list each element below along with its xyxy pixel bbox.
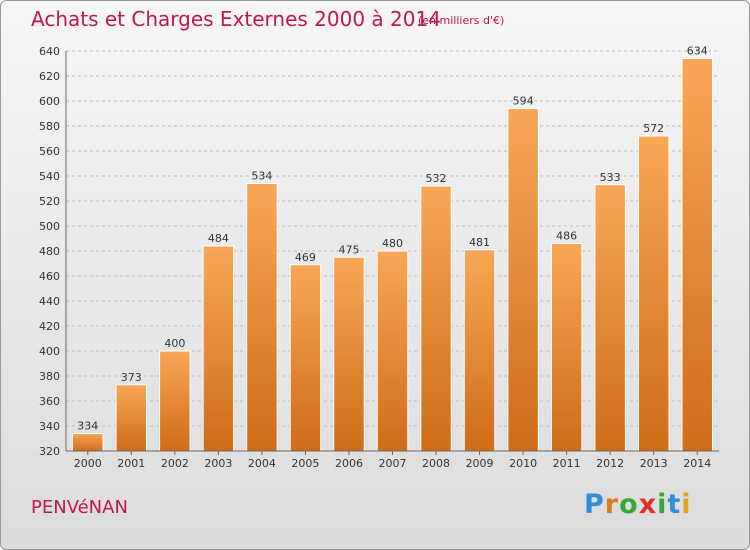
y-tick-label: 520 [39,195,60,208]
chart-title: Achats et Charges Externes 2000 à 2014 [31,7,441,31]
data-label: 475 [338,243,359,256]
chart-unit: (en milliers d'€) [418,14,505,27]
y-tick-label: 600 [39,95,60,108]
x-tick-label: 2014 [683,457,711,470]
logo-letter: i [657,489,668,520]
data-label: 373 [121,371,142,384]
x-tick-label: 2010 [509,457,537,470]
x-tick-label: 2013 [640,457,668,470]
bar [463,249,496,452]
data-label: 594 [513,95,534,108]
data-label: 484 [208,232,229,245]
data-label: 532 [426,172,447,185]
x-tick-label: 2003 [204,457,232,470]
y-tick-label: 540 [39,170,60,183]
bar [637,135,670,452]
x-tick-label: 2005 [291,457,319,470]
y-tick-label: 320 [39,445,60,458]
logo-letter: i [681,489,692,520]
x-tick-label: 2009 [466,457,494,470]
logo-letter: t [667,489,682,520]
x-tick-label: 2000 [74,457,102,470]
logo-letter: r [604,489,620,520]
y-tick-label: 620 [39,70,60,83]
x-tick-label: 2008 [422,457,450,470]
data-label: 480 [382,237,403,250]
data-label: 534 [251,170,272,183]
data-label: 469 [295,251,316,264]
data-label: 486 [556,230,577,243]
bar [507,108,539,452]
logo-letter: o [619,489,639,520]
y-tick-label: 480 [39,245,60,258]
y-tick-label: 440 [39,295,60,308]
bar [202,245,235,452]
x-tick-label: 2001 [117,457,145,470]
x-tick-label: 2011 [553,457,581,470]
logo-letter: P [584,489,605,520]
x-tick-label: 2007 [379,457,407,470]
data-label: 634 [687,45,708,58]
y-tick-label: 560 [39,145,60,158]
logo-letter: x [638,489,658,520]
data-label: 572 [643,122,664,135]
data-label: 481 [469,236,490,249]
bar [550,243,583,452]
y-tick-label: 360 [39,395,60,408]
commune-name: PENVéNAN [31,497,128,518]
x-tick-label: 2002 [161,457,189,470]
bar [159,350,191,452]
bar [246,183,278,452]
proxiti-logo: Proxiti [584,489,692,520]
y-tick-label: 380 [39,370,60,383]
bars-group: 334 373 400 484 534 469 475 480 532 481 594 486 533 5… [72,45,713,452]
bar [289,264,322,452]
bar [376,250,409,452]
y-tick-label: 580 [39,120,60,133]
data-label: 533 [600,171,621,184]
y-tick-label: 340 [39,420,60,433]
data-label: 400 [164,337,185,350]
bar [681,58,713,452]
bar [72,433,104,452]
bar [115,384,148,452]
bar [420,185,452,452]
bar [594,184,626,452]
y-tick-label: 420 [39,320,60,333]
y-tick-label: 500 [39,220,60,233]
x-tick-label: 2012 [596,457,624,470]
y-tick-label: 400 [39,345,60,358]
x-tick-label: 2006 [335,457,363,470]
data-label: 334 [77,420,98,433]
y-tick-label: 640 [39,45,60,58]
x-tick-label: 2004 [248,457,276,470]
y-tick-label: 460 [39,270,60,283]
axes-group: 320 340 360 380 400 420 440 460 480 500 520 540 560 5… [39,45,719,470]
bar [333,256,365,452]
